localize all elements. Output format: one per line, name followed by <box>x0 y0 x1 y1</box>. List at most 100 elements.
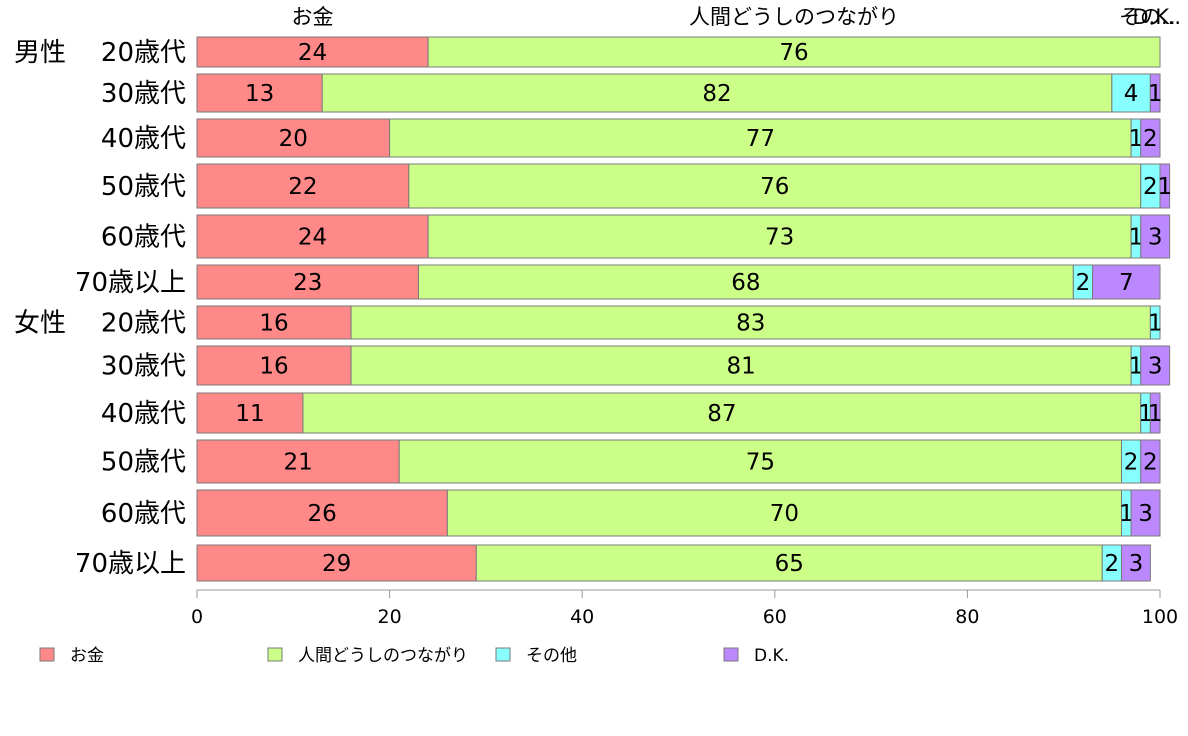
data-label-8-4: 3 <box>1148 354 1163 380</box>
data-label-10-1: 21 <box>283 450 312 476</box>
data-label-12-3: 2 <box>1105 551 1120 577</box>
group-label-7: 女性 <box>14 309 66 339</box>
data-label-10-4: 2 <box>1143 450 1158 476</box>
data-label-2-1: 13 <box>245 81 274 107</box>
top-series-label-2: 人間どうしのつながり <box>689 5 899 29</box>
row-label-5: 60歳代 <box>101 223 186 253</box>
data-label-9-3: 1 <box>1138 401 1153 427</box>
data-label-4-2: 76 <box>760 174 789 200</box>
data-label-8-3: 1 <box>1129 354 1144 380</box>
x-tick-label-6: 100 <box>1142 606 1178 628</box>
legend: お金 人間どうしのつながり その他 D.K. <box>39 646 789 666</box>
bar-segment-3-4 <box>1140 118 1161 158</box>
x-tick-label-5: 80 <box>955 606 979 628</box>
data-label-12-4: 3 <box>1129 551 1144 577</box>
data-label-5-2: 73 <box>765 225 794 251</box>
bar-segment-7-3 <box>1149 305 1161 340</box>
row-label-4: 50歳代 <box>101 172 186 202</box>
bar-segment-5-2 <box>427 214 1132 259</box>
bar-segment-11-4 <box>1130 489 1161 537</box>
bar-segment-5-1 <box>196 214 429 259</box>
data-label-5-4: 3 <box>1148 225 1163 251</box>
data-label-6-4: 7 <box>1119 270 1134 296</box>
group-label-1: 男性 <box>14 38 66 68</box>
bar-segment-12-2 <box>475 544 1103 582</box>
data-label-9-2: 87 <box>707 401 736 427</box>
data-label-6-3: 2 <box>1076 270 1091 296</box>
data-label-2-4: 1 <box>1148 81 1163 107</box>
data-label-10-2: 75 <box>746 450 775 476</box>
data-label-9-1: 11 <box>235 401 264 427</box>
bar-segment-10-2 <box>398 439 1122 484</box>
data-label-9-4: 1 <box>1148 401 1163 427</box>
data-label-10-3: 2 <box>1124 450 1139 476</box>
bar-segment-12-4 <box>1120 544 1151 582</box>
x-axis: 0 20 40 60 80 100 <box>191 589 1178 628</box>
bar-segment-4-2 <box>408 163 1142 209</box>
bar-segment-9-1 <box>196 392 304 434</box>
bar-segment-4-4 <box>1159 163 1171 209</box>
legend-label-2: 人間どうしのつながり <box>298 646 468 666</box>
row-label-3: 40歳代 <box>101 124 186 154</box>
data-label-2-3: 4 <box>1124 81 1139 107</box>
data-label-7-1: 16 <box>259 311 288 337</box>
bar-segment-10-4 <box>1140 439 1161 484</box>
data-label-11-1: 26 <box>308 501 337 527</box>
data-label-3-1: 20 <box>279 126 308 152</box>
data-label-4-4: 1 <box>1157 174 1172 200</box>
bar-segment-8-4 <box>1140 345 1171 386</box>
bar-segment-3-1 <box>196 118 391 158</box>
x-tick-label-1: 0 <box>191 606 203 628</box>
bar-segment-6-2 <box>417 264 1074 300</box>
top-series-label-3: その... <box>1119 5 1181 29</box>
data-label-12-2: 65 <box>775 551 804 577</box>
bar-segment-3-2 <box>389 118 1132 158</box>
bar-segment-1-2 <box>427 36 1161 68</box>
data-label-5-1: 24 <box>298 225 327 251</box>
bar-segment-12-1 <box>196 544 477 582</box>
data-label-1-2: 76 <box>779 40 808 66</box>
legend-swatch-1 <box>39 647 55 662</box>
row-label-9: 40歳代 <box>101 399 186 429</box>
row-label-11: 60歳代 <box>101 499 186 529</box>
x-tick-label-3: 40 <box>570 606 594 628</box>
data-label-3-2: 77 <box>746 126 775 152</box>
top-series-labels: お金 人間どうしのつながり その...D.K. <box>292 5 1181 29</box>
data-label-4-3: 2 <box>1143 174 1158 200</box>
data-label-2-2: 82 <box>702 81 731 107</box>
bar-segment-9-4 <box>1149 392 1161 434</box>
x-tick-label-4: 60 <box>763 606 787 628</box>
legend-label-3: その他 <box>526 646 577 666</box>
bar-segment-11-2 <box>446 489 1122 537</box>
data-label-8-2: 81 <box>726 354 755 380</box>
legend-swatch-4 <box>723 647 739 662</box>
bar-segment-2-1 <box>196 73 323 113</box>
legend-label-4: D.K. <box>754 646 789 666</box>
data-label-8-1: 16 <box>259 354 288 380</box>
legend-label-1: お金 <box>70 646 104 666</box>
bar-segment-2-2 <box>321 73 1113 113</box>
legend-swatch-2 <box>267 647 283 662</box>
row-label-2: 30歳代 <box>101 79 186 109</box>
data-label-1-1: 24 <box>298 40 327 66</box>
data-label-5-3: 1 <box>1129 225 1144 251</box>
data-label-4-1: 22 <box>288 174 317 200</box>
bar-segment-5-4 <box>1140 214 1171 259</box>
row-label-8: 30歳代 <box>101 352 186 382</box>
bar-segment-8-2 <box>350 345 1132 386</box>
row-label-1: 20歳代 <box>101 38 186 68</box>
row-labels: 20歳代男性30歳代40歳代50歳代60歳代70歳以上20歳代女性30歳代40歳… <box>14 38 186 579</box>
legend-swatch-3 <box>495 647 511 662</box>
bar-segment-2-4 <box>1149 73 1161 113</box>
bar-segment-2-3 <box>1111 73 1151 113</box>
data-label-3-4: 2 <box>1143 126 1158 152</box>
bar-segment-9-2 <box>302 392 1142 434</box>
top-series-label-1: お金 <box>292 5 334 29</box>
data-label-12-1: 29 <box>322 551 351 577</box>
bar-segment-10-1 <box>196 439 400 484</box>
data-label-11-3: 1 <box>1119 501 1134 527</box>
x-tick-label-2: 20 <box>378 606 402 628</box>
data-label-7-2: 83 <box>736 311 765 337</box>
